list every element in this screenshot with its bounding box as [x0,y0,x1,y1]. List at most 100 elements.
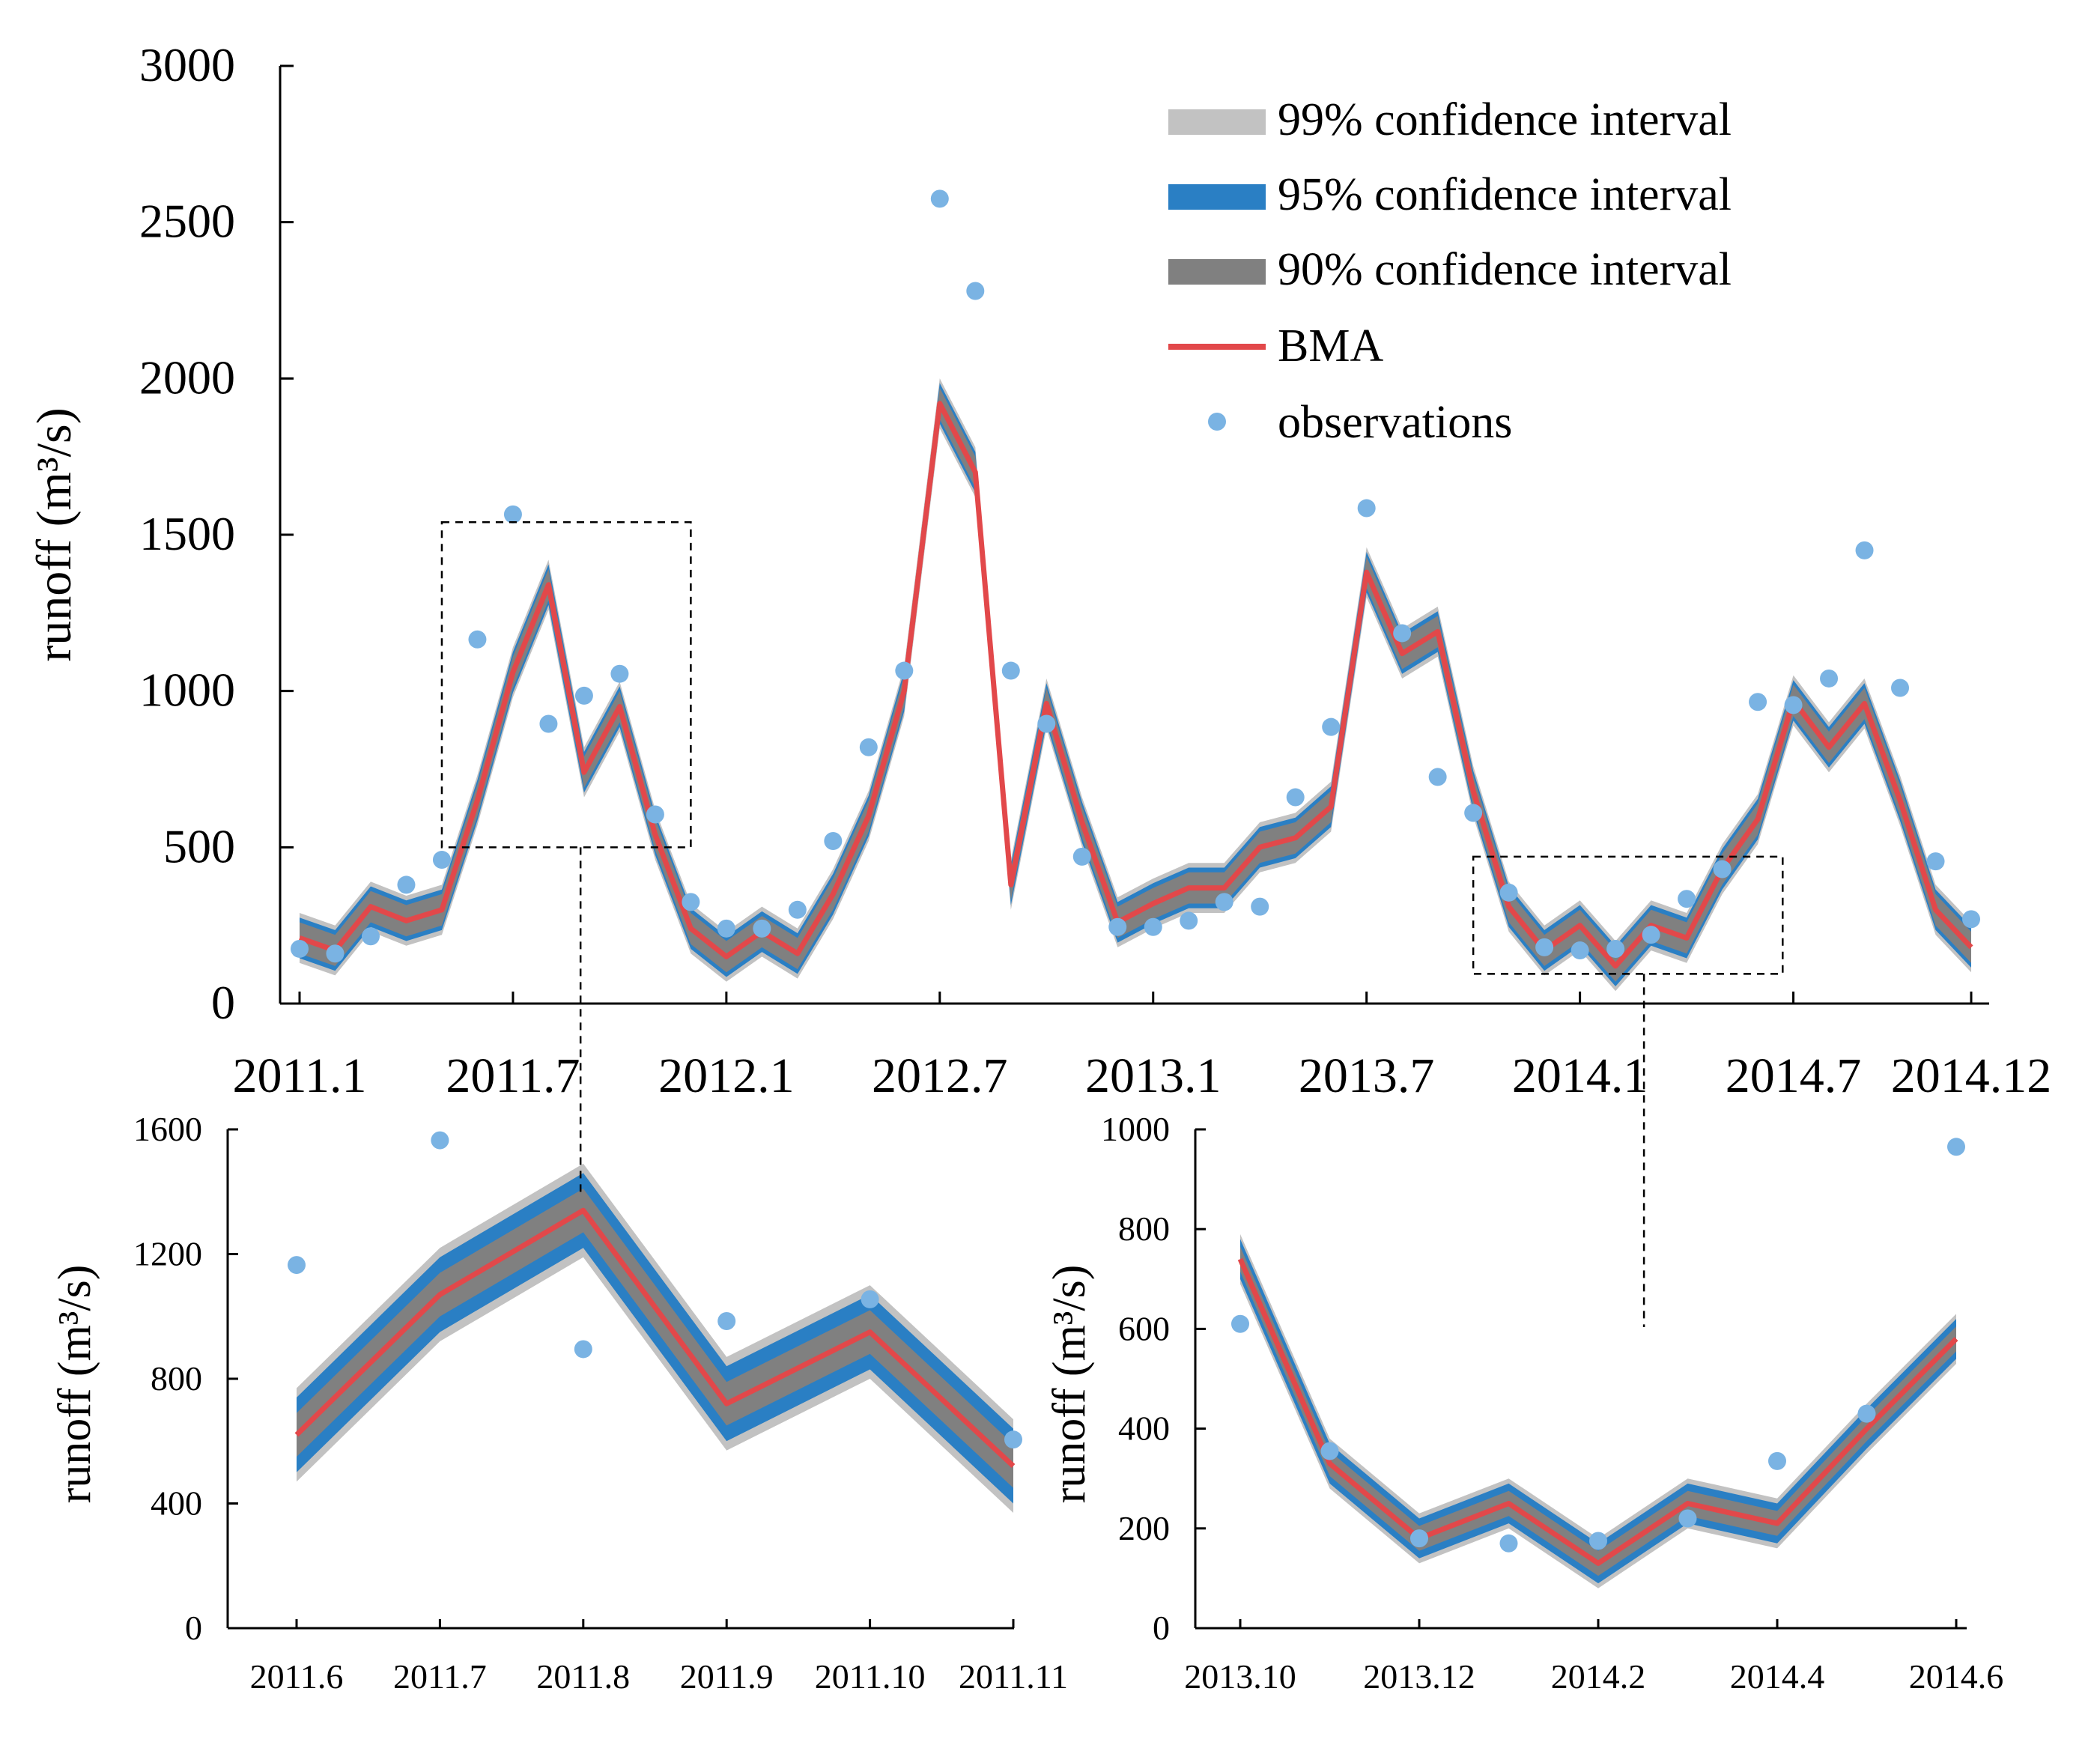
main-observation-point [895,661,914,680]
main-observation-point [1001,661,1020,680]
main-plot: 0 500 1000 1500 2000 2500 3000 2011.1 2011.7 2012… [27,38,2051,1103]
legend-swatch-obs [1208,413,1226,431]
inset-right-y-tick-label: 800 [1118,1210,1170,1248]
main-observation-point [291,939,309,958]
main-observation-point [1891,679,1910,697]
main-observation-point [397,875,416,894]
main-y-tick-label: 2000 [139,350,235,404]
main-observation-point [1393,624,1412,643]
main-observation-point [574,686,593,705]
main-y-tick-label: 1500 [139,507,235,560]
main-observation-point [1251,897,1269,916]
main-observation-point [326,944,345,963]
main-observation-point [646,805,664,824]
inset-left-x-tick-label: 2011.7 [393,1657,487,1696]
main-y-tick-label: 3000 [139,38,235,91]
main-observation-point [1180,911,1198,930]
main-observation-point [966,282,985,300]
inset-left-observation-point [431,1131,449,1150]
inset-right-observation-point [1678,1509,1697,1528]
inset-left-x-tick-label: 2011.11 [959,1657,1068,1696]
inset-right-y-tick-label: 400 [1118,1409,1170,1448]
main-x-tick-label: 2014.12 [1891,1048,2052,1103]
legend-swatch-ci90 [1168,259,1266,285]
main-observation-point [1215,893,1233,911]
inset-left-bma-line [294,1207,1016,1469]
inset-left-y-tick-label: 1200 [133,1235,202,1273]
legend-swatch-ci99 [1168,109,1266,135]
main-observation-point [1855,541,1874,559]
main-observation-point [610,664,629,683]
main-observation-point [1144,917,1162,936]
main-observation-point [1108,917,1127,936]
inset-right-y-tick-label: 600 [1118,1309,1170,1347]
legend-swatch-ci95 [1168,184,1266,210]
inset-left-y-tick-label: 800 [151,1359,202,1397]
main-observation-point [1749,693,1767,711]
main-observation-point [432,851,451,869]
main-observation-point [503,505,522,523]
main-observation-point [1820,669,1839,688]
main-observation-point [717,919,735,938]
main-observation-point [539,714,558,733]
main-x-tick-label: 2012.7 [872,1048,1008,1103]
inset-left-y-axis-label: runoff (m³/s) [49,1265,100,1504]
inset-left-observation-point [574,1340,592,1359]
main-observation-point [859,738,878,756]
main-observation-point [788,900,807,919]
inset-left-y-tick-label: 400 [151,1484,202,1523]
zoom-box-1 [440,521,692,849]
inset-right-observation-point [1410,1529,1428,1548]
inset-right-y-axis-label: runoff (m³/s) [1044,1265,1095,1504]
main-observation-point [1784,696,1803,714]
inset-right-observation-point [1231,1314,1249,1333]
main-observation-point [1713,860,1732,878]
main-observation-point [1428,768,1447,786]
legend-label-obs: observations [1278,397,1512,448]
inset-right-observation-point [1857,1404,1876,1423]
main-x-tick-label: 2014.7 [1726,1048,1862,1103]
inset-right-band-ci90 [1240,1246,1956,1576]
inset-right-observation-point [1947,1138,1965,1156]
inset-right-observation-point [1589,1532,1607,1550]
main-y-axis-label: runoff (m³/s) [27,407,82,661]
main-observation-point [1642,926,1660,944]
main-x-tick-label: 2011.1 [232,1048,366,1103]
inset-left-observation-point [288,1256,306,1275]
main-y-tick-label: 500 [163,819,235,872]
inset-right-y-tick-label: 1000 [1101,1110,1170,1148]
inset-right-plot: 0 200 400 600 800 1000 2013.10 2013.12 2014.2 201… [1044,1110,2003,1696]
inset-left-x-tick-label: 2011.9 [680,1657,774,1696]
main-observation-point [1571,941,1589,960]
main-observation-point [1535,938,1554,956]
inset-right-x-tick-label: 2014.4 [1730,1657,1825,1696]
main-y-tick-label: 2500 [139,195,235,248]
main-y-tick-label: 0 [211,976,235,1029]
main-observation-point [1678,890,1696,908]
main-observation-point [1072,847,1091,866]
inset-left-plot: 0 400 800 1200 1600 2011.6 2011.7 2011.8 2011.9 2… [49,1110,1068,1696]
main-x-tick-label: 2011.7 [446,1048,580,1103]
inset-right-x-tick-label: 2014.6 [1909,1657,2004,1696]
main-observation-point [824,831,843,850]
main-observation-point [682,893,700,911]
main-y-tick-label: 1000 [139,664,235,717]
zoom-annotations [440,521,1784,1327]
main-observation-point [1499,883,1518,902]
main-observation-point [1286,788,1305,807]
inset-right-observation-point [1768,1451,1786,1470]
main-observation-point [1606,939,1625,958]
inset-left-observation-point [861,1290,879,1308]
main-bma-line [298,401,1973,969]
legend: 99% confidence interval 95% confidence i… [1168,94,1732,448]
legend-label-ci95: 95% confidence interval [1278,169,1732,220]
inset-right-x-tick-label: 2013.10 [1184,1657,1296,1696]
inset-right-y-tick-label: 200 [1118,1509,1170,1547]
main-observation-point [1962,910,1980,929]
inset-right-observation-point [1499,1534,1518,1553]
legend-label-bma: BMA [1278,321,1383,371]
main-observation-point [1464,804,1483,822]
main-x-tick-label: 2014.1 [1512,1048,1648,1103]
inset-right-x-tick-label: 2013.12 [1363,1657,1475,1696]
